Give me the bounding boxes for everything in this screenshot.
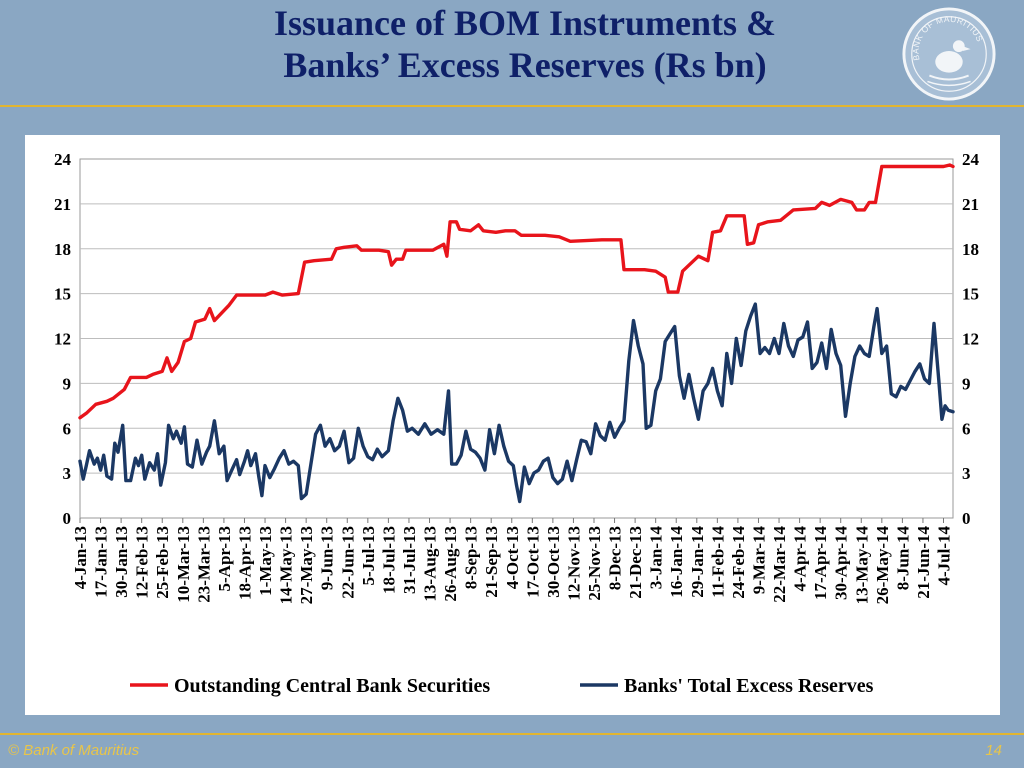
x-tick-label: 17-Apr-14 [811,526,830,600]
y-tick-label-left: 24 [54,150,72,169]
chart-panel: 0 0 3 3 6 6 9 9 12 12 15 15 18 18 21 21 24 24 4-Jan-13 17-J… [25,135,1000,715]
x-tick-label: 24-Feb-14 [729,526,748,599]
y-tick-label-right: 0 [962,509,971,528]
y-tick-label-right: 9 [962,374,971,393]
x-tick-label: 31-Jul-13 [400,526,419,594]
x-tick-label: 3-Jan-14 [647,526,666,590]
x-tick-label: 4-Jan-13 [71,526,90,589]
series-line-securities [78,163,955,420]
series-line-excess-reserves [78,302,955,504]
x-tick-label: 9-Jun-13 [318,526,337,590]
x-tick-label: 11-Feb-14 [708,526,727,598]
y-tick-label-left: 21 [54,195,71,214]
y-tick-label-left: 9 [63,374,72,393]
y-tick-label-left: 12 [54,330,71,349]
y-tick-label-left: 0 [63,509,72,528]
x-tick-label: 30-Oct-13 [544,526,563,598]
x-tick-label: 4-Jul-14 [935,526,954,586]
x-tick-label: 5-Apr-13 [215,526,234,591]
y-tick-label-right: 3 [962,464,971,483]
x-tick-label: 16-Jan-14 [667,526,686,598]
x-tick-label: 27-May-13 [297,526,316,604]
x-tick-label: 22-Jun-13 [338,526,357,599]
x-tick-label: 4-Apr-14 [791,526,810,592]
x-tick-label: 18-Apr-13 [235,526,254,600]
x-tick-label: 30-Apr-14 [832,526,851,600]
y-tick-label-right: 18 [962,240,979,259]
x-tick-label: 30-Jan-13 [112,526,131,598]
x-tick-label: 23-Mar-13 [194,526,213,603]
x-tick-label: 4-Oct-13 [503,526,522,589]
y-tick-label-right: 12 [962,330,979,349]
legend-label: Banks' Total Excess Reserves [624,675,874,697]
title-line-1: Issuance of BOM Instruments & [273,3,776,43]
x-tick-label: 13-May-14 [852,526,871,605]
x-tick-label: 1-May-13 [256,526,275,596]
bank-of-mauritius-logo: BANK OF MAURITIUS [902,7,996,101]
x-tick-label: 26-Aug-13 [441,526,460,602]
x-tick-label: 5-Jul-13 [359,526,378,586]
x-tick-label: 21-Jun-14 [914,526,933,599]
x-tick-label: 13-Aug-13 [421,526,440,602]
x-tick-label: 21-Sep-13 [482,526,501,598]
x-tick-label: 9-Mar-14 [749,526,768,595]
legend-label: Outstanding Central Bank Securities [174,675,490,697]
y-tick-label-right: 15 [962,285,979,304]
x-tick-label: 22-Mar-14 [770,526,789,603]
x-tick-label: 8-Jun-14 [893,526,912,591]
footer-copyright: © Bank of Mauritius [8,742,140,759]
x-tick-label: 14-May-13 [277,526,296,604]
y-tick-label-left: 18 [54,240,71,259]
x-tick-label: 17-Oct-13 [523,526,542,598]
page-number: 14 [985,742,1002,759]
x-tick-label: 29-Jan-14 [688,526,707,598]
slide-title: Issuance of BOM Instruments & Banks’ Exc… [130,2,920,86]
x-tick-label: 8-Sep-13 [462,526,481,589]
x-tick-label: 25-Nov-13 [585,526,604,601]
x-tick-label: 12-Feb-13 [133,526,152,599]
x-tick-label: 12-Nov-13 [564,526,583,601]
x-tick-label: 21-Dec-13 [626,526,645,599]
y-tick-label-right: 6 [962,419,971,438]
line-chart: 0 0 3 3 6 6 9 9 12 12 15 15 18 18 21 21 24 24 4-Jan-13 17-J… [54,150,980,697]
y-tick-label-left: 6 [63,419,72,438]
y-tick-label-right: 24 [962,150,980,169]
y-tick-label-left: 3 [63,464,72,483]
y-tick-label-right: 21 [962,195,979,214]
title-divider [0,105,1024,107]
x-tick-label: 8-Dec-13 [606,526,625,590]
footer-divider [0,733,1024,735]
x-tick-label: 10-Mar-13 [174,526,193,603]
x-tick-label: 17-Jan-13 [92,526,111,598]
y-tick-label-left: 15 [54,285,71,304]
x-tick-label: 25-Feb-13 [153,526,172,599]
x-tick-label: 18-Jul-13 [379,526,398,594]
title-line-2: Banks’ Excess Reserves (Rs bn) [283,45,767,85]
x-tick-label: 26-May-14 [873,526,892,605]
